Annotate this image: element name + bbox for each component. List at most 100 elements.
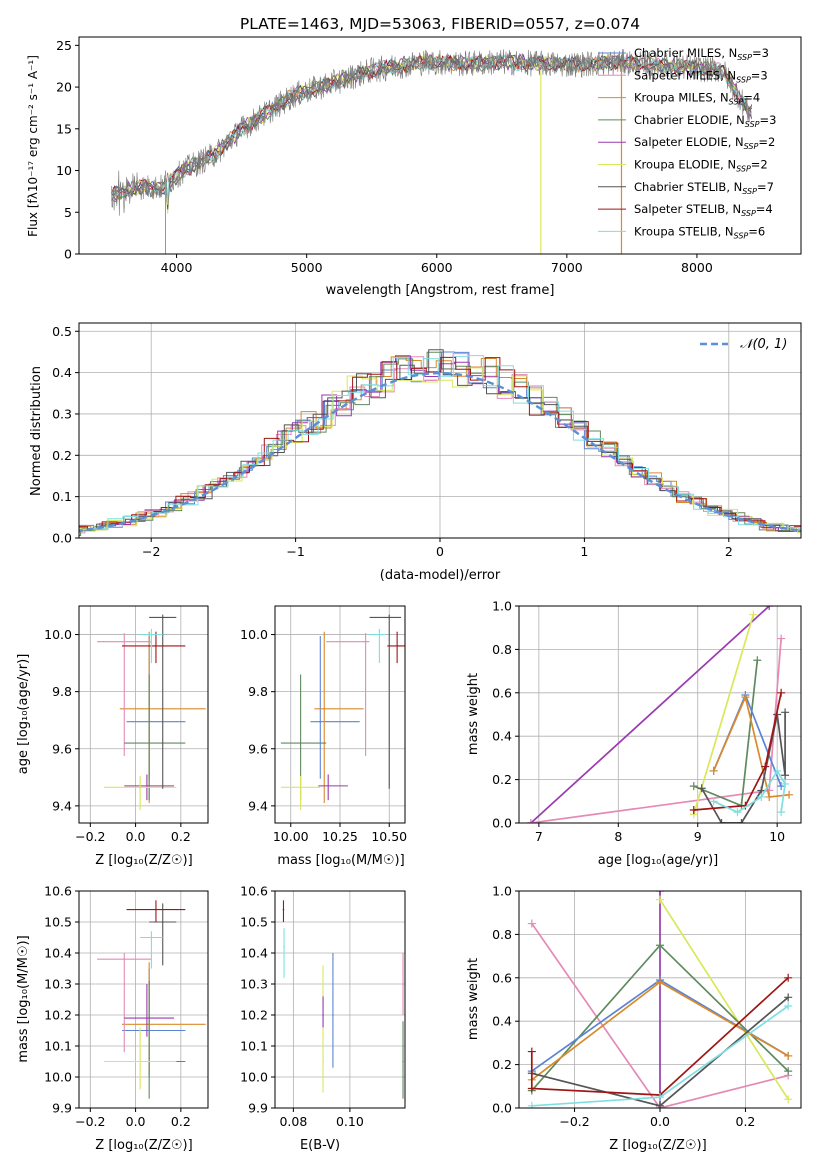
legend-entry: Chabrier MILES, NSSP=3 [634,46,769,62]
plus-marker [527,1084,536,1093]
y-tick-label: 0.0 [492,1101,512,1116]
data-point [146,785,148,787]
x-tick-label: 10 [769,829,785,844]
y-tick-label: 10.4 [240,946,268,961]
y-tick-label: 0.0 [492,816,512,831]
axes-frame [518,890,802,1109]
y-tick-label: 10.2 [44,1008,72,1023]
y-tick-label: 10 [56,163,72,178]
y-tick-label: 5 [64,205,72,220]
x-tick-label: 10.50 [371,829,407,844]
data-point [148,742,150,744]
x-tick-label: 0.08 [279,1114,307,1129]
plus-marker [656,978,664,987]
data-point [322,1060,324,1063]
spectrum-legend: Chabrier MILES, NSSP=3 Salpeter MILES, NS… [598,46,776,240]
y-tick-label: 10.0 [44,627,72,642]
y-tick-label: 10.6 [44,884,72,899]
data-point [299,786,302,789]
data-point [332,1014,334,1016]
plus-marker [784,993,793,1002]
legend-entry: Chabrier STELIB, NSSP=7 [634,180,774,196]
y-tick-label: 20 [56,80,72,95]
data-point [161,616,164,619]
plus-marker [784,973,793,982]
plus-marker [777,808,786,817]
legend-entry: Salpeter MILES, NSSP=3 [634,68,768,84]
plus-marker [761,762,770,771]
data-point [378,633,381,636]
data-point [388,616,391,619]
axes-frame [274,605,406,824]
data-point [123,640,126,643]
plus-marker [656,1093,664,1102]
y-tick-label: 10.0 [44,1070,72,1085]
data-point [139,1060,141,1063]
x-tick-label: 0 [436,544,444,559]
y-tick-label: 10.1 [44,1039,72,1054]
plot-area [280,614,405,811]
plus-marker [757,792,766,801]
p1-y-label: age [log₁₀(age/yr)] [16,654,31,775]
plus-marker [527,1047,536,1056]
data-point [139,786,141,789]
x-tick-label: 0.2 [171,829,191,844]
x-tick-label: 5000 [291,260,323,275]
p6-y-label: mass weight [466,958,481,1040]
plus-marker [656,941,664,950]
p3-y-label: mass weight [466,673,481,755]
plus-marker [781,708,790,717]
y-tick-label: 10.5 [240,915,268,930]
data-point [161,921,164,923]
data-point [299,742,302,744]
plus-marker [781,771,790,780]
data-point [396,645,398,647]
weight-series-line [713,769,786,814]
p4-y-label: mass [log₁₀(M/M☉)] [16,935,31,1062]
plus-marker [777,634,786,643]
plot-area [526,606,794,823]
data-point [150,633,153,636]
plus-marker [656,1101,664,1108]
plus-marker [733,808,742,817]
data-point [364,640,367,643]
ebv-mass-panel: 0.08 0.10 9.9 10.0 10.1 10.2 10.3 10.4 10.5 10.6 [240,884,406,1129]
x-tick-label: 2 [725,544,733,559]
spectrum-panel: 4000 5000 6000 7000 8000 0 5 10 15 20 25 Chabrier M… [56,36,802,275]
axes-frame [78,890,209,1109]
plus-marker [741,693,750,702]
x-tick-label: 9 [694,829,702,844]
y-tick-label: 25 [56,38,72,53]
p2-x-label: mass [log₁₀(M/M☉)] [277,853,404,868]
x-tick-label: −1 [286,544,304,559]
y-tick-label: 10.3 [44,977,72,992]
weight-series-line [659,899,789,1100]
x-tick-label: 10.25 [322,829,358,844]
y-tick-label: 15 [56,121,72,136]
plus-marker [689,805,698,814]
hist-x-label: (data-model)/error [380,568,501,583]
data-point [327,785,329,787]
y-tick-label: 9.4 [248,798,268,813]
plus-marker [656,895,664,904]
axes-frame [78,605,209,824]
residual-histogram-line [79,355,801,530]
legend-entry: Kroupa MILES, NSSP=4 [634,91,760,107]
Z-mass-panel: −0.2 0.0 0.2 9.9 10.0 10.1 10.2 10.3 10.4 10.5 10.… [44,884,209,1129]
data-point [319,720,322,723]
data-point [155,645,157,647]
x-tick-label: 0.10 [336,1114,364,1129]
x-tick-label: 6000 [421,260,453,275]
legend-entry: Chabrier ELODIE, NSSP=3 [634,113,776,129]
residual-histogram-line [79,349,801,532]
legend-entry: Salpeter ELODIE, NSSP=2 [634,135,775,151]
y-tick-label: 9.9 [248,1101,268,1116]
plus-marker [784,1002,793,1011]
hist-legend-label: 𝒩(0, 1) [740,337,787,352]
weight-series-line [692,614,755,815]
x-tick-label: −0.2 [75,1114,105,1129]
residual-histogram-panel: −2 −1 0 1 2 0.0 0.1 0.2 0.3 0.4 0.5 [52,322,802,559]
plus-marker [527,919,536,928]
y-tick-label: 0.2 [52,448,72,463]
